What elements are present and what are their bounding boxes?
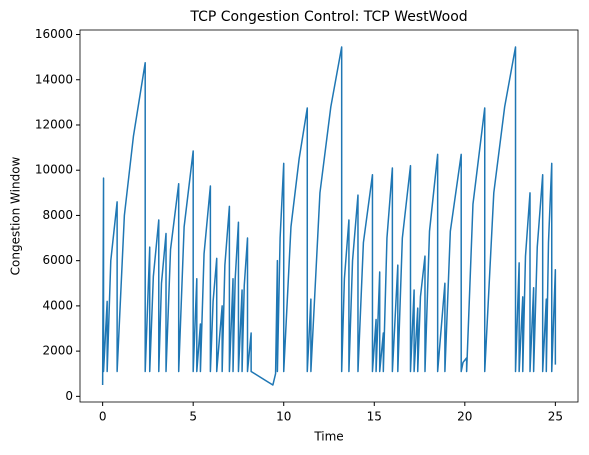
axes-frame [79,29,579,403]
y-tick-label: 4000 [42,298,73,312]
y-tick-label: 10000 [35,163,73,177]
y-tick-label: 14000 [35,72,73,86]
x-tick-label: 25 [548,410,563,424]
chart-title: TCP Congestion Control: TCP WestWood [189,9,467,25]
data-line [101,46,557,386]
x-tick-label: 15 [367,410,382,424]
y-axis-label: Congestion Window [9,156,23,275]
y-tick-label: 12000 [35,117,73,131]
x-tick-label: 20 [457,410,472,424]
x-tick-label: 0 [99,410,107,424]
x-axis-label: Time [313,430,343,444]
y-tick-label: 0 [65,389,73,403]
y-tick-label: 2000 [42,344,73,358]
x-tick-label: 5 [189,410,197,424]
y-tick-label: 6000 [42,253,73,267]
x-tick-label: 10 [276,410,291,424]
y-tick-label: 8000 [42,208,73,222]
y-tick-label: 16000 [35,27,73,41]
